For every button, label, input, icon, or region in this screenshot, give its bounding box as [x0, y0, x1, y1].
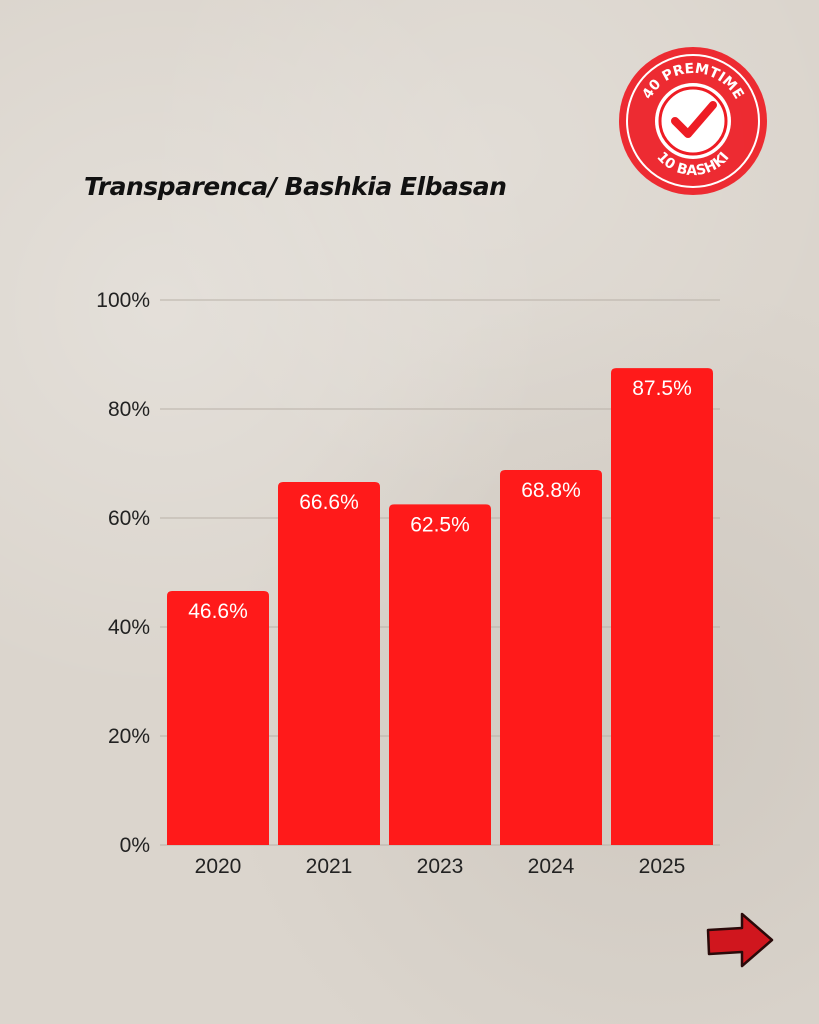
- data-label: 66.6%: [299, 491, 359, 514]
- check-icon: [671, 101, 717, 138]
- bar: [611, 368, 713, 845]
- y-tick-label: 100%: [96, 289, 150, 312]
- x-axis-ticks: 2020 2021 2023 2024 2025: [195, 855, 686, 878]
- y-tick-label: 20%: [108, 725, 150, 748]
- data-label: 68.8%: [521, 479, 581, 502]
- bar: [278, 482, 380, 845]
- bar: [167, 591, 269, 845]
- bar: [500, 470, 602, 845]
- data-label: 87.5%: [632, 377, 692, 400]
- y-tick-label: 0%: [120, 834, 150, 857]
- x-tick-label: 2020: [195, 855, 242, 878]
- bars: [167, 368, 713, 845]
- data-label: 46.6%: [188, 600, 248, 623]
- data-label: 62.5%: [410, 513, 470, 536]
- y-tick-label: 80%: [108, 398, 150, 421]
- y-tick-label: 40%: [108, 616, 150, 639]
- x-tick-label: 2024: [528, 855, 575, 878]
- chart-title: Transparenca/ Bashkia Elbasan: [84, 172, 507, 201]
- x-tick-label: 2021: [306, 855, 353, 878]
- next-arrow-icon[interactable]: [704, 910, 774, 970]
- y-tick-label: 60%: [108, 507, 150, 530]
- badge-logo: 40 PREMTIME 10 BASHKI: [619, 47, 767, 195]
- y-axis-ticks: 0% 20% 40% 60% 80% 100%: [96, 289, 150, 857]
- bar: [389, 504, 491, 845]
- x-tick-label: 2023: [417, 855, 464, 878]
- x-tick-label: 2025: [639, 855, 686, 878]
- data-labels: 46.6% 66.6% 62.5% 68.8% 87.5%: [188, 377, 692, 623]
